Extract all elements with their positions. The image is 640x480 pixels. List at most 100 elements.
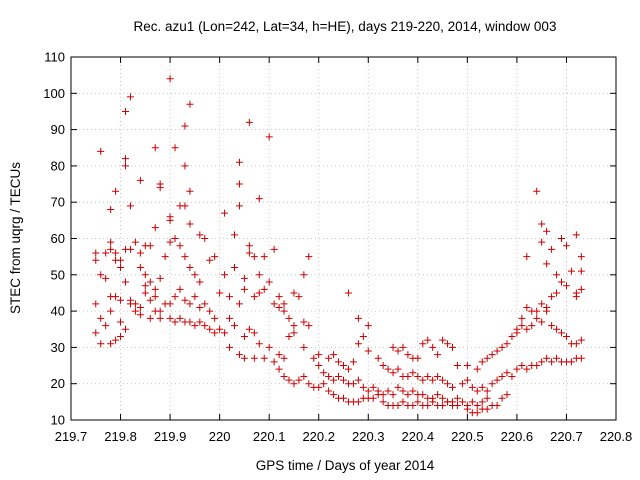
data-point — [533, 187, 541, 195]
data-point — [305, 322, 313, 330]
data-point — [136, 249, 144, 257]
x-tick-label: 220.4 — [402, 429, 435, 444]
data-point — [325, 387, 333, 395]
data-point — [572, 231, 580, 239]
data-point — [131, 238, 139, 246]
data-point — [141, 271, 149, 279]
data-point — [473, 409, 481, 417]
data-point — [359, 333, 367, 341]
data-point — [171, 293, 179, 301]
data-point — [389, 369, 397, 377]
data-point — [285, 333, 293, 341]
data-point — [300, 343, 308, 351]
data-point — [235, 351, 243, 359]
data-point — [235, 180, 243, 188]
y-tick-label: 60 — [51, 231, 65, 246]
data-point — [141, 289, 149, 297]
data-point — [315, 362, 323, 370]
data-point — [107, 205, 115, 213]
data-point — [280, 354, 288, 362]
data-point — [295, 376, 303, 384]
data-point — [577, 285, 585, 293]
data-point — [404, 351, 412, 359]
data-point — [543, 303, 551, 311]
data-point — [166, 238, 174, 246]
data-point — [290, 329, 298, 337]
data-point — [399, 387, 407, 395]
data-point — [171, 235, 179, 242]
data-point — [92, 329, 100, 337]
data-point — [275, 303, 283, 311]
data-point — [533, 362, 541, 370]
data-point — [191, 293, 199, 301]
data-point — [171, 318, 179, 326]
data-point — [409, 369, 417, 377]
data-point — [191, 322, 199, 330]
axis-ticks: 219.7 219.8 219.9 220 220.1 220.2 220.3 220.4 22… — [43, 50, 632, 445]
data-point — [419, 340, 427, 348]
data-point — [538, 238, 546, 246]
data-point — [553, 271, 561, 279]
data-point — [151, 307, 159, 315]
data-point — [335, 372, 343, 380]
data-point — [305, 253, 313, 261]
data-point — [117, 256, 125, 264]
data-point — [290, 322, 298, 330]
data-point — [300, 271, 308, 279]
data-point — [528, 322, 536, 330]
data-point — [196, 318, 204, 326]
y-tick-label: 30 — [51, 340, 65, 355]
data-point — [498, 394, 506, 402]
data-point — [414, 354, 422, 362]
data-point — [112, 249, 120, 257]
data-point — [478, 383, 486, 391]
data-point — [107, 340, 115, 348]
data-point — [181, 253, 189, 261]
data-point — [340, 362, 347, 370]
data-point — [325, 372, 333, 380]
data-point — [240, 285, 248, 293]
data-point — [151, 144, 159, 152]
data-point — [126, 300, 134, 308]
data-point — [201, 300, 209, 308]
data-point — [131, 307, 139, 315]
data-point — [112, 336, 120, 344]
data-point — [419, 376, 427, 384]
data-point — [577, 354, 585, 362]
data-point — [305, 380, 313, 388]
data-point — [216, 325, 224, 333]
data-point — [513, 325, 521, 333]
data-point — [211, 253, 219, 261]
data-point — [478, 398, 486, 406]
y-tick-label: 90 — [51, 122, 65, 137]
data-point — [553, 325, 561, 333]
data-point — [548, 358, 556, 366]
x-tick-label: 220.5 — [451, 429, 484, 444]
data-point — [458, 398, 466, 406]
data-point — [483, 354, 491, 362]
data-point — [567, 358, 575, 366]
data-point — [424, 401, 432, 409]
data-point — [265, 278, 273, 286]
data-point — [117, 296, 125, 304]
x-tick-label: 220.7 — [550, 429, 583, 444]
data-point — [533, 307, 541, 315]
data-point — [181, 162, 189, 170]
data-point — [389, 391, 397, 399]
data-point — [439, 376, 447, 384]
data-point — [186, 300, 194, 308]
data-point — [136, 176, 144, 184]
data-point — [558, 235, 565, 242]
data-point — [260, 285, 268, 293]
data-point — [117, 333, 125, 341]
data-point — [434, 372, 442, 380]
data-point — [270, 358, 278, 366]
data-point — [275, 351, 283, 359]
data-point — [344, 365, 352, 373]
data-point — [349, 380, 357, 388]
data-point — [161, 253, 169, 261]
data-point — [146, 242, 154, 250]
data-point — [290, 380, 298, 388]
x-tick-label: 220 — [209, 429, 231, 444]
data-point — [503, 369, 511, 377]
